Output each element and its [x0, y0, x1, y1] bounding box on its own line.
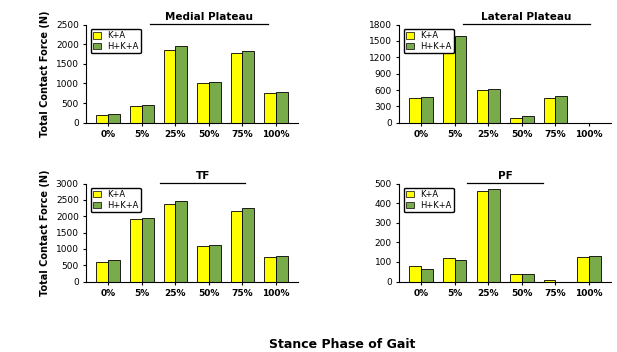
- Bar: [476, 191, 488, 282]
- Text: PF: PF: [498, 171, 513, 181]
- Bar: [522, 274, 534, 282]
- Text: Lateral Plateau: Lateral Plateau: [481, 12, 571, 22]
- Bar: [443, 37, 455, 123]
- Bar: [108, 114, 120, 123]
- Bar: [555, 96, 567, 123]
- Bar: [108, 260, 120, 282]
- Bar: [130, 106, 142, 123]
- Bar: [96, 262, 108, 282]
- Bar: [276, 256, 288, 282]
- Bar: [242, 208, 254, 282]
- Bar: [209, 82, 221, 123]
- Bar: [589, 256, 601, 282]
- Bar: [96, 115, 108, 123]
- Bar: [578, 257, 589, 282]
- Bar: [142, 105, 154, 123]
- Bar: [231, 53, 242, 123]
- Bar: [175, 46, 187, 123]
- Bar: [410, 98, 421, 123]
- Bar: [276, 92, 288, 123]
- Legend: K+A, H+K+A: K+A, H+K+A: [404, 188, 454, 212]
- Bar: [510, 274, 522, 282]
- Bar: [197, 246, 209, 282]
- Bar: [476, 90, 488, 123]
- Bar: [421, 269, 433, 282]
- Y-axis label: Total Contact Force (N): Total Contact Force (N): [40, 11, 50, 137]
- Legend: K+A, H+K+A: K+A, H+K+A: [91, 29, 141, 54]
- Bar: [175, 201, 187, 282]
- Bar: [209, 245, 221, 282]
- Legend: K+A, H+K+A: K+A, H+K+A: [404, 29, 454, 54]
- Bar: [455, 36, 466, 123]
- Text: TF: TF: [196, 171, 210, 181]
- Bar: [231, 211, 242, 282]
- Bar: [455, 260, 466, 282]
- Y-axis label: Total Contact Force (N): Total Contact Force (N): [40, 169, 50, 296]
- Bar: [164, 204, 175, 282]
- Bar: [264, 257, 276, 282]
- Bar: [443, 258, 455, 282]
- Bar: [264, 93, 276, 123]
- Bar: [142, 218, 154, 282]
- Bar: [544, 279, 555, 282]
- Bar: [488, 189, 500, 282]
- Text: Medial Plateau: Medial Plateau: [165, 12, 253, 22]
- Bar: [410, 266, 421, 282]
- Legend: K+A, H+K+A: K+A, H+K+A: [91, 188, 141, 212]
- Bar: [488, 89, 500, 123]
- Bar: [421, 96, 433, 123]
- Bar: [130, 220, 142, 282]
- Text: Stance Phase of Gait: Stance Phase of Gait: [269, 339, 416, 352]
- Bar: [510, 118, 522, 123]
- Bar: [164, 50, 175, 123]
- Bar: [544, 98, 555, 123]
- Bar: [242, 51, 254, 123]
- Bar: [197, 83, 209, 123]
- Bar: [522, 117, 534, 123]
